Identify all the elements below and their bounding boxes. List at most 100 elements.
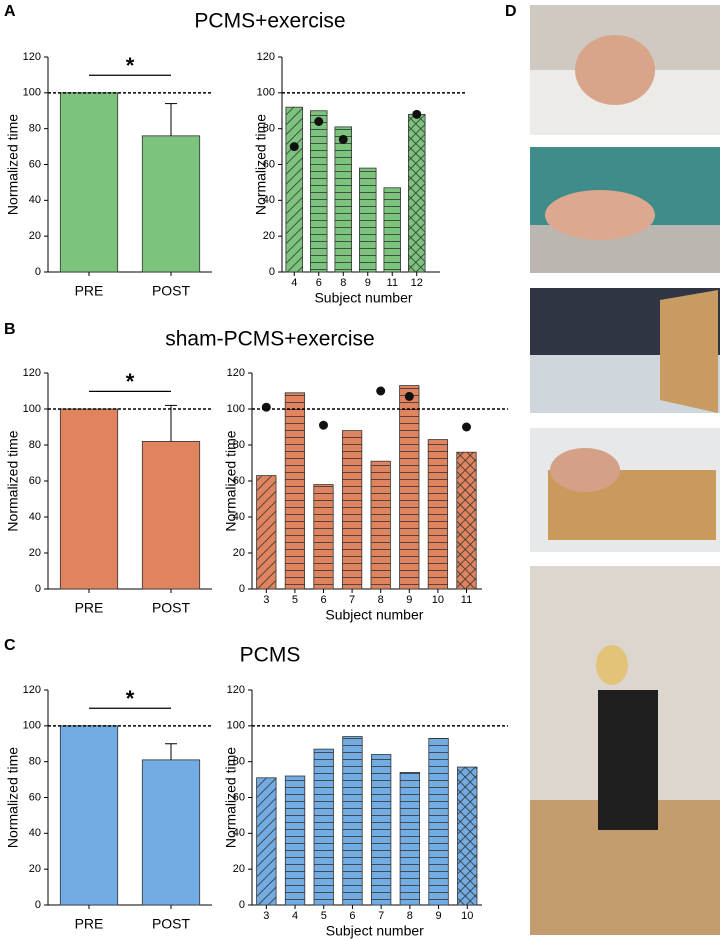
bar (457, 766, 478, 906)
x-tick-label: 11 (387, 277, 398, 289)
bar (334, 126, 352, 273)
significance-mark: * (126, 686, 135, 711)
chart: 0 20 40 60 80 100 120 Normalized time Subject nu… (223, 367, 508, 623)
y-tick-label: 60 (263, 158, 275, 170)
y-axis-label: Normalized time (253, 114, 269, 215)
dot (462, 422, 471, 432)
panel-letter: A (4, 3, 16, 20)
x-tick-label: 4 (292, 910, 298, 922)
photo-hands (575, 35, 655, 105)
bar (141, 759, 201, 906)
y-tick-label: 40 (29, 827, 41, 839)
bar (370, 754, 392, 906)
x-tick-label: 10 (461, 910, 473, 922)
bar (313, 484, 334, 590)
x-tick-label: 3 (263, 910, 269, 922)
y-tick-label: 0 (239, 899, 245, 911)
bar (383, 187, 401, 273)
chart: 0 20 40 60 80 100 120 Normalized time Subject nu… (223, 684, 508, 939)
bar (285, 106, 303, 273)
x-axis-label: Subject number (325, 607, 423, 623)
y-tick-label: 0 (35, 899, 41, 911)
panel-title: PCMS (240, 644, 301, 667)
x-tick-label: 8 (407, 910, 413, 922)
x-tick-label: 9 (365, 277, 371, 289)
x-tick-label: 8 (378, 594, 384, 606)
y-tick-label: 20 (263, 230, 275, 242)
panel-title: sham-PCMS+exercise (165, 328, 374, 351)
dot (376, 386, 386, 396)
bar (141, 135, 201, 273)
x-tick-label: POST (152, 600, 191, 616)
dot (338, 134, 348, 144)
y-tick-label: 20 (29, 863, 41, 875)
x-axis-label: Subject number (314, 290, 412, 306)
y-tick-label: 20 (29, 547, 41, 559)
chart: 0 20 40 60 80 100 120 Normalized time Subject nu… (253, 51, 466, 306)
y-tick-label: 60 (29, 791, 41, 803)
chart: 0 20 40 60 80 100 120 Normalized time PRE POST * (5, 684, 212, 932)
y-tick-label: 0 (239, 583, 245, 595)
x-tick-label: 4 (291, 277, 297, 289)
x-tick-label: PRE (75, 600, 104, 616)
y-tick-label: 80 (233, 439, 245, 451)
y-tick-label: 100 (227, 403, 245, 415)
bar (342, 736, 363, 906)
photo-hands (550, 448, 620, 492)
x-tick-label: POST (152, 916, 191, 932)
photo-person (598, 690, 658, 830)
bar (408, 113, 426, 273)
panel-letter: B (4, 321, 16, 338)
x-tick-label: 9 (435, 910, 441, 922)
y-tick-label: 80 (29, 439, 41, 451)
bar (370, 460, 391, 590)
x-tick-label: 10 (432, 594, 444, 606)
y-tick-label: 120 (227, 684, 245, 696)
y-tick-label: 120 (257, 51, 275, 63)
x-tick-label: 5 (321, 910, 327, 922)
x-tick-label: 3 (263, 594, 269, 606)
bar (256, 475, 277, 590)
x-tick-label: 5 (292, 594, 298, 606)
y-tick-label: 40 (29, 511, 41, 523)
y-tick-label: 120 (23, 367, 41, 379)
bar (399, 385, 420, 590)
x-tick-label: 12 (411, 277, 423, 289)
y-axis-label: Normalized time (223, 430, 239, 531)
y-tick-label: 100 (23, 403, 41, 415)
photo-panel (530, 5, 720, 935)
y-tick-label: 0 (35, 583, 41, 595)
bar (284, 392, 306, 590)
y-tick-label: 40 (29, 194, 41, 206)
y-tick-label: 80 (29, 123, 41, 135)
y-tick-label: 0 (35, 266, 41, 278)
y-axis-label: Normalized time (5, 747, 21, 848)
y-tick-label: 40 (233, 511, 245, 523)
panel-letter: C (4, 637, 16, 654)
dot (314, 117, 324, 126)
bar (59, 725, 119, 906)
y-tick-label: 40 (233, 827, 245, 839)
dot (261, 402, 271, 412)
x-axis-label: Subject number (326, 923, 424, 939)
x-tick-label: PRE (75, 283, 104, 299)
dot (289, 142, 299, 152)
y-tick-label: 20 (233, 863, 245, 875)
dot (404, 391, 414, 401)
y-tick-label: 100 (23, 720, 41, 732)
x-tick-label: 7 (349, 594, 355, 606)
y-axis-label: Normalized time (223, 747, 239, 848)
bar (428, 737, 449, 906)
y-tick-label: 0 (269, 266, 275, 278)
y-tick-label: 80 (233, 756, 245, 768)
dot (319, 420, 328, 430)
x-tick-label: 6 (349, 910, 355, 922)
y-tick-label: 60 (29, 158, 41, 170)
y-tick-label: 60 (29, 475, 41, 487)
bar (284, 775, 306, 906)
bar (456, 451, 477, 590)
bar (359, 167, 377, 273)
y-tick-label: 20 (29, 230, 41, 242)
